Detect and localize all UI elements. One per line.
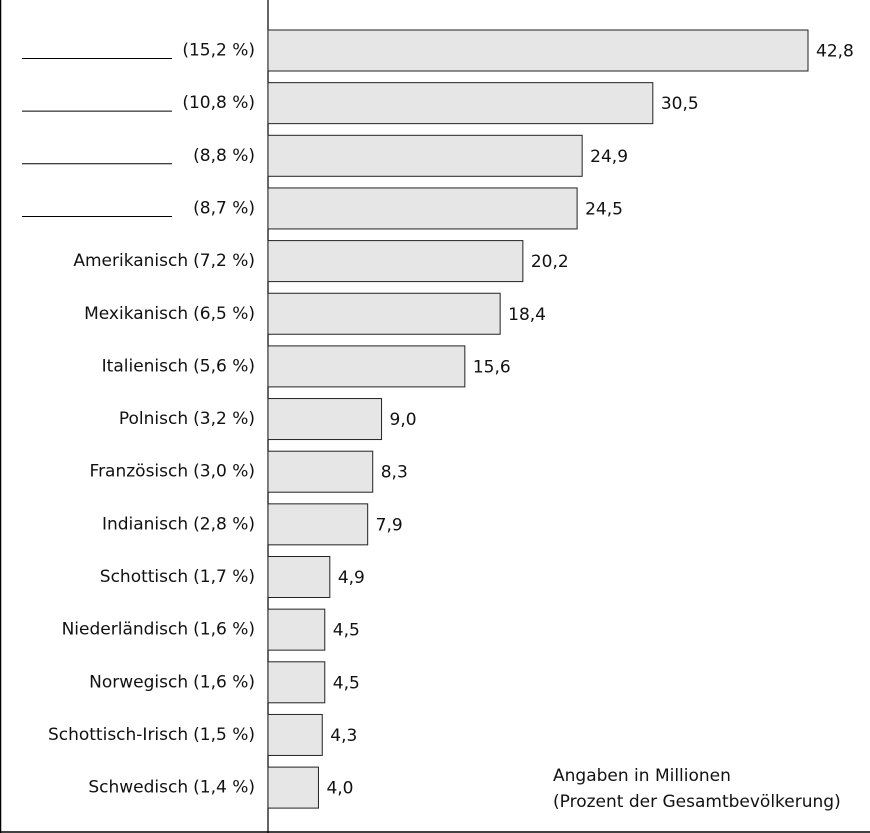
bar bbox=[267, 345, 466, 388]
bar bbox=[267, 661, 326, 704]
value-label: 4,5 bbox=[333, 621, 360, 641]
bar bbox=[267, 450, 374, 493]
share-label: (8,8 %) bbox=[193, 146, 255, 166]
value-label: 30,5 bbox=[661, 94, 699, 114]
value-label: 15,6 bbox=[473, 357, 511, 377]
category-label: Amerikanisch bbox=[73, 251, 188, 271]
value-label: 4,9 bbox=[338, 568, 365, 588]
bar bbox=[267, 187, 578, 230]
category-label: Italienisch bbox=[102, 356, 188, 376]
bar bbox=[267, 398, 383, 441]
share-label: (8,7 %) bbox=[193, 198, 255, 218]
share-label: (7,2 %) bbox=[193, 251, 255, 271]
value-label: 4,5 bbox=[333, 673, 360, 693]
bar bbox=[267, 82, 654, 125]
share-label: (2,8 %) bbox=[193, 514, 255, 534]
share-label: (1,7 %) bbox=[193, 567, 255, 587]
share-label: (6,5 %) bbox=[193, 304, 255, 324]
share-label: (3,0 %) bbox=[193, 462, 255, 482]
category-label: Indianisch bbox=[102, 514, 188, 534]
share-label: (1,4 %) bbox=[193, 778, 255, 798]
category-label: Schottisch bbox=[100, 567, 188, 587]
bar bbox=[267, 292, 501, 335]
bar bbox=[267, 240, 524, 283]
share-label: (15,2 %) bbox=[182, 41, 255, 61]
value-label: 7,9 bbox=[376, 515, 403, 535]
share-label: (1,6 %) bbox=[193, 672, 255, 692]
value-label: 8,3 bbox=[381, 463, 408, 483]
note: Angaben in Millionen bbox=[553, 766, 731, 786]
bar bbox=[267, 29, 809, 72]
bar bbox=[267, 503, 369, 546]
value-label: 24,9 bbox=[590, 147, 628, 167]
note: (Prozent der Gesamtbevölkerung) bbox=[553, 792, 841, 812]
value-label: 20,2 bbox=[531, 252, 569, 272]
category-label: Schwedisch bbox=[88, 778, 188, 798]
share-label: (5,6 %) bbox=[193, 356, 255, 376]
value-label: 4,3 bbox=[330, 726, 357, 746]
category-label: Norwegisch bbox=[89, 672, 188, 692]
value-label: 4,0 bbox=[326, 779, 353, 799]
category-label: Mexikanisch bbox=[84, 304, 188, 324]
share-label: (10,8 %) bbox=[182, 93, 255, 113]
share-label: (1,6 %) bbox=[193, 620, 255, 640]
category-label: Schottisch-Irisch bbox=[48, 725, 188, 745]
bar bbox=[267, 766, 319, 809]
category-label: Französisch bbox=[90, 462, 189, 482]
bar bbox=[267, 713, 323, 756]
bar bbox=[267, 608, 326, 651]
value-label: 9,0 bbox=[390, 410, 417, 430]
bar bbox=[267, 134, 583, 177]
value-label: 42,8 bbox=[816, 42, 854, 62]
value-label: 18,4 bbox=[508, 305, 546, 325]
value-label: 24,5 bbox=[585, 199, 623, 219]
bar bbox=[267, 556, 331, 598]
category-label: Niederländisch bbox=[62, 620, 189, 640]
share-label: (3,2 %) bbox=[193, 409, 255, 429]
share-label: (1,5 %) bbox=[193, 725, 255, 745]
category-label: Polnisch bbox=[119, 409, 188, 429]
